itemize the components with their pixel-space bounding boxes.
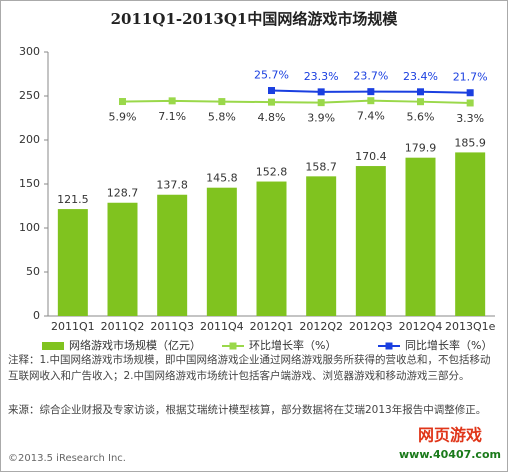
legend-label: 同比增长率（%） — [405, 338, 492, 352]
data-label: 158.7 — [305, 160, 337, 173]
data-label: 170.4 — [355, 150, 387, 163]
y-tick-label: 50 — [26, 265, 40, 278]
x-tick-label: 2011Q3 — [150, 320, 194, 333]
x-tick-label: 2012Q1 — [250, 320, 294, 333]
data-label: 4.8% — [258, 111, 286, 124]
footer: ©2013.5 iResearch Inc. — [8, 453, 126, 464]
y-tick-label: 200 — [19, 133, 40, 146]
x-tick-label: 2012Q3 — [349, 320, 393, 333]
y-tick-label: 100 — [19, 221, 40, 234]
bar — [206, 187, 237, 316]
bar — [455, 152, 486, 316]
bar — [355, 166, 386, 316]
bar — [306, 176, 337, 316]
data-label: 25.7% — [254, 69, 289, 82]
x-tick-label: 2011Q1 — [51, 320, 95, 333]
bar — [107, 202, 138, 316]
data-label: 5.8% — [208, 111, 236, 124]
data-label: 23.3% — [304, 70, 339, 83]
data-label: 128.7 — [107, 187, 139, 200]
data-label: 5.6% — [407, 111, 435, 124]
x-tick-label: 2013Q1e — [445, 320, 496, 333]
data-label: 5.9% — [109, 111, 137, 124]
legend-label: 环比增长率（%） — [249, 338, 336, 352]
data-label: 121.5 — [57, 193, 89, 206]
data-label: 3.3% — [456, 112, 484, 125]
data-label: 3.9% — [307, 112, 335, 125]
x-tick-label: 2012Q4 — [399, 320, 443, 333]
bar — [157, 194, 188, 316]
data-label: 23.7% — [353, 70, 388, 83]
bar — [57, 209, 88, 316]
y-tick-label: 300 — [19, 45, 40, 58]
y-tick-label: 0 — [33, 309, 40, 322]
data-label: 23.4% — [403, 70, 438, 83]
line — [122, 99, 471, 104]
x-tick-label: 2012Q2 — [299, 320, 343, 333]
data-label: 152.8 — [256, 166, 288, 179]
data-label: 179.9 — [405, 142, 437, 155]
line — [271, 89, 471, 94]
legend-marker — [385, 342, 393, 350]
data-label: 21.7% — [453, 71, 488, 84]
bar — [256, 181, 287, 316]
x-tick-label: 2011Q2 — [101, 320, 145, 333]
legend-swatch — [42, 342, 64, 350]
legend-marker — [229, 342, 237, 350]
data-label: 7.1% — [158, 110, 186, 123]
data-label: 145.8 — [206, 172, 238, 185]
note: 注释：1.中国网络游戏市场规模，即中国网络游戏企业通过网络游戏服务所获得的营收总… — [8, 354, 491, 382]
chart-title: 2011Q1-2013Q1中国网络游戏市场规模 — [111, 10, 399, 28]
bar — [405, 157, 436, 316]
logo-text: 网页游戏 — [418, 426, 482, 445]
y-tick-label: 150 — [19, 177, 40, 190]
data-label: 185.9 — [454, 136, 486, 149]
y-tick-label: 250 — [19, 89, 40, 102]
data-label: 7.4% — [357, 110, 385, 123]
x-tick-label: 2011Q4 — [200, 320, 244, 333]
source: 来源：综合企业财报及专家访谈，根据艾瑞统计模型核算，部分数据将在艾瑞2013年报… — [8, 404, 487, 416]
data-label: 137.8 — [156, 179, 188, 192]
logo-url: www.40407.com — [399, 448, 501, 461]
legend-label: 网络游戏市场规模（亿元） — [69, 338, 201, 352]
